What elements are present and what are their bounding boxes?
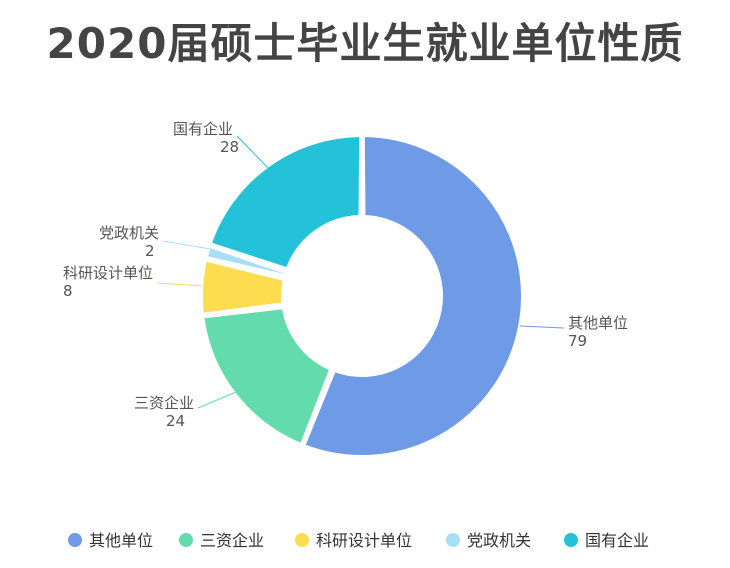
leader-line-0 [519,325,565,329]
legend-item-0[interactable]: 其他单位 [68,531,153,550]
slice-label-value-4: 28 [220,138,239,156]
slice-3[interactable] [205,245,287,277]
slices-group [201,135,523,457]
leader-line-1 [197,391,237,409]
slice-label-value-3: 2 [145,242,155,260]
slice-4[interactable] [209,135,362,270]
legend-label-4: 国有企业 [585,531,649,550]
legend-item-4[interactable]: 国有企业 [564,531,649,550]
slice-1[interactable] [202,307,332,445]
slice-label-name-1: 三资企业 [134,394,194,412]
legend-swatch-2 [295,533,309,547]
chart-title: 2020届硕士毕业生就业单位性质 [46,19,684,68]
leader-line-2 [156,282,203,287]
legend-label-2: 科研设计单位 [316,531,412,550]
slice-0[interactable] [303,135,523,457]
legend-swatch-1 [179,533,193,547]
slice-label-name-3: 党政机关 [99,224,159,242]
slice-label-value-1: 24 [166,412,185,430]
slice-label-value-2: 8 [63,282,73,300]
legend-item-3[interactable]: 党政机关 [446,531,531,550]
leader-lines-group [156,135,565,409]
slice-label-value-0: 79 [568,332,587,350]
legend-label-1: 三资企业 [200,531,264,550]
legend-swatch-3 [446,533,460,547]
slice-label-name-0: 其他单位 [568,314,628,332]
legend-label-3: 党政机关 [467,531,531,550]
leader-line-4 [236,135,269,169]
legend-item-2[interactable]: 科研设计单位 [295,531,412,550]
slice-2[interactable] [201,259,285,315]
legend-swatch-4 [564,533,578,547]
slice-label-name-4: 国有企业 [173,120,233,138]
slice-label-name-2: 科研设计单位 [63,264,153,282]
legend-item-1[interactable]: 三资企业 [179,531,264,550]
legend-swatch-0 [68,533,82,547]
legend-label-0: 其他单位 [89,531,153,550]
leader-line-3 [162,240,211,250]
legend: 其他单位 三资企业 科研设计单位 党政机关 国有企业 [68,531,649,550]
